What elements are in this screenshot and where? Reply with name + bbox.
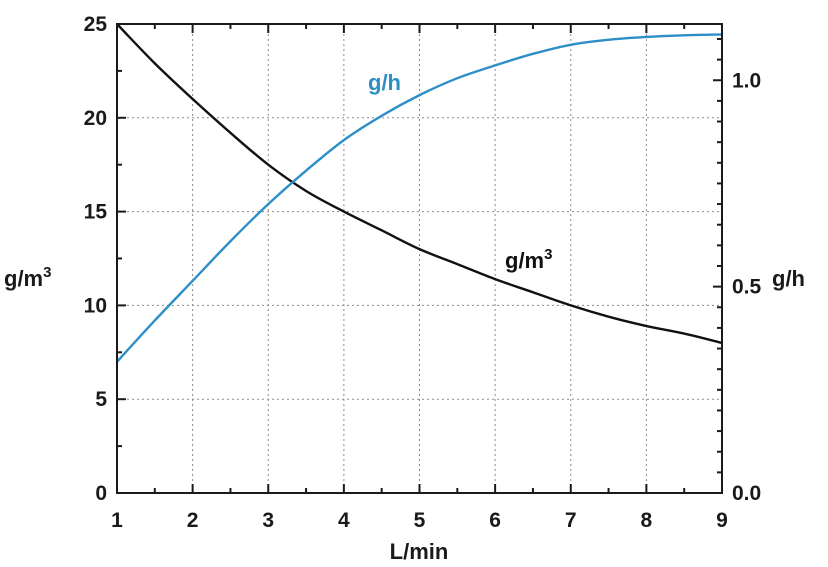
- series-label-gh: g/h: [368, 70, 401, 95]
- x-tick-label: 4: [338, 509, 350, 532]
- left-axis-title-sup: 3: [43, 264, 51, 281]
- tick-labels: 1 2 3 4 5 6 7 8 9 0 5 10 15 20 25 0.0 0.5 1.0: [84, 13, 762, 532]
- y-left-tick-label: 10: [84, 294, 107, 317]
- x-tick-label: 1: [111, 509, 123, 532]
- y-left-tick-label: 20: [84, 107, 107, 130]
- series-line-gm3: [116, 23, 723, 345]
- right-axis-title: g/h: [772, 266, 805, 291]
- plot-frame: [116, 23, 723, 494]
- y-right-tick-label: 0.0: [732, 482, 761, 505]
- series-label-gm3-sup: 3: [544, 246, 552, 263]
- y-left-tick-label: 25: [84, 13, 108, 36]
- y-right-tick-label: 0.5: [732, 276, 762, 299]
- y-left-tick-label: 5: [95, 388, 107, 411]
- x-tick-label: 7: [565, 509, 577, 532]
- y-left-tick-label: 15: [84, 201, 108, 224]
- x-tick-label: 9: [716, 509, 728, 532]
- grid-lines: [117, 24, 722, 493]
- series-lines: [116, 23, 723, 363]
- x-tick-label: 5: [414, 509, 426, 532]
- y-right-tick-label: 1.0: [732, 69, 761, 92]
- series-label-gm3-base: g/m: [505, 248, 544, 273]
- series-line-gh: [116, 33, 723, 363]
- x-tick-label: 2: [187, 509, 199, 532]
- left-axis-title: g/m3: [4, 264, 51, 291]
- left-axis-title-base: g/m: [4, 266, 43, 291]
- x-axis-title: L/min: [390, 539, 449, 564]
- y-left-tick-label: 0: [95, 482, 107, 505]
- x-tick-label: 3: [262, 509, 274, 532]
- series-label-gm3: g/m3: [505, 246, 552, 273]
- x-tick-label: 6: [489, 509, 501, 532]
- x-tick-label: 8: [641, 509, 653, 532]
